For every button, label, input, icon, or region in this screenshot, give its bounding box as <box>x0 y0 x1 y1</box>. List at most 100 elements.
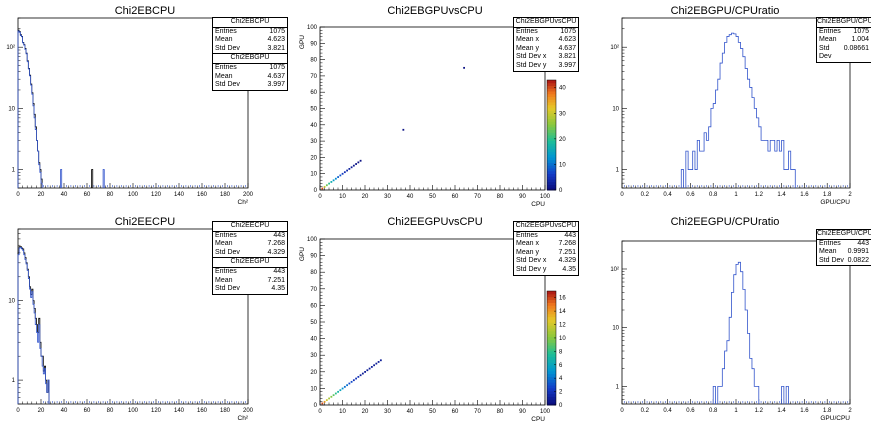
palette-segment <box>547 336 556 340</box>
palette-segment <box>547 345 556 349</box>
stats-key: Entries <box>819 27 841 35</box>
palette-segment <box>547 107 556 111</box>
y-tick-label: 40 <box>310 337 317 343</box>
heatmap-cell <box>355 377 357 380</box>
y-tick-label: 70 <box>310 287 317 293</box>
x-tick-label: 20 <box>38 192 45 198</box>
heatmap-cell <box>339 389 342 392</box>
palette-segment <box>547 99 556 103</box>
stats-value: 7.268 <box>267 240 285 248</box>
y-tick-label: 10 <box>8 106 15 112</box>
x-tick-label: 0 <box>318 409 322 415</box>
palette-segment <box>547 91 556 95</box>
y-tick-label: 30 <box>310 353 317 359</box>
x-tick-label: 90 <box>519 194 526 200</box>
x-tick-label: 140 <box>174 192 185 198</box>
stats-value: 4.329 <box>558 257 576 265</box>
x-tick-label: 80 <box>107 408 114 414</box>
palette-segment <box>547 308 556 312</box>
palette-segment <box>547 356 556 360</box>
stats-value: 0.0822 <box>847 256 869 264</box>
heatmap-cell <box>346 384 348 387</box>
stats-title: Chi2EBGPUvsCPU <box>514 18 578 28</box>
palette-segment <box>547 330 556 335</box>
heatmap-cell <box>332 179 335 182</box>
stats-key: Std Dev <box>215 285 240 293</box>
stats-title: Chi2EECPU <box>213 222 287 232</box>
heatmap-cell <box>352 164 355 167</box>
heatmap-cell <box>337 176 339 178</box>
palette-segment <box>547 359 556 363</box>
x-tick-label: 100 <box>128 408 139 414</box>
stats-row: Mean 0.9991 <box>817 248 871 257</box>
palette-tick-label: 30 <box>559 111 566 117</box>
y-tick-label: 1 <box>12 168 16 174</box>
x-tick-label: 1 <box>734 408 738 414</box>
stats-key: Entries <box>215 267 237 275</box>
stats-key: Std Dev <box>215 81 240 89</box>
stats-key: Std Dev <box>819 44 832 61</box>
stats-key: Std Dev y <box>516 265 547 273</box>
x-tick-label: 1.2 <box>755 408 764 414</box>
x-tick-label: 1.8 <box>823 192 832 198</box>
stats-key: Mean <box>215 72 233 80</box>
x-tick-label: 0.2 <box>641 192 650 198</box>
palette-segment <box>547 129 556 133</box>
palette-segment <box>547 85 556 89</box>
palette-segment <box>547 176 556 180</box>
palette-segment <box>547 387 556 392</box>
y-tick-label: 90 <box>310 41 317 47</box>
y-tick-label: 10 <box>612 106 619 112</box>
palette-tick-label: 0 <box>559 188 563 194</box>
stats-value: 443 <box>564 231 576 239</box>
palette-segment <box>547 293 556 298</box>
x-tick-label: 1.6 <box>800 192 809 198</box>
stats-box: Chi2EBGPUvsCPU Entries 1075 Mean x 4.623 Mean… <box>513 17 579 72</box>
palette-segment <box>547 102 556 106</box>
y-tick-label: 50 <box>310 107 317 113</box>
heatmap-cell <box>357 161 360 164</box>
stats-row: Entries 443 <box>213 268 287 277</box>
x-tick-label: 80 <box>497 409 504 415</box>
stats-row: Std Dev x 4.329 <box>514 257 578 266</box>
stats-key: Std Dev x <box>516 257 547 265</box>
stats-title: Chi2EBGPU/CPUratio <box>817 18 871 28</box>
palette-segment <box>547 115 556 119</box>
x-tick-label: 180 <box>220 408 231 414</box>
chart-title: Chi2EEGPUvsCPU <box>387 216 483 228</box>
heatmap-cell <box>350 166 353 169</box>
stats-row: Mean 4.623 <box>213 36 287 45</box>
palette-segment <box>547 402 556 406</box>
palette-segment <box>547 339 556 343</box>
stats-title: Chi2EEGPU/CPUratio <box>817 230 871 240</box>
y-tick-label: 1 <box>616 384 620 390</box>
x-tick-label: 0.8 <box>709 408 718 414</box>
stats-value: 1075 <box>269 63 285 71</box>
y-tick-label: 10² <box>610 45 619 51</box>
stats-key: Std Dev x <box>516 53 547 61</box>
palette-segment <box>547 319 556 323</box>
series-line-Chi2EBGPU/CPUratio <box>680 32 796 188</box>
heatmap-cell <box>337 390 339 393</box>
palette-segment <box>547 367 556 372</box>
palette-segment <box>547 399 556 403</box>
y-tick-label: 20 <box>310 370 317 376</box>
stats-row: Mean 4.637 <box>213 73 287 82</box>
palette-segment <box>547 124 556 128</box>
stats-row: Mean x 4.623 <box>514 36 578 45</box>
palette-tick-label: 40 <box>559 86 566 92</box>
x-tick-label: 10 <box>339 194 346 200</box>
heatmap-cell <box>359 159 362 162</box>
stats-value: 4.35 <box>562 265 576 273</box>
stats-row: Entries 443 <box>213 232 287 241</box>
palette-segment <box>547 322 556 326</box>
x-tick-label: 60 <box>452 409 459 415</box>
stats-row: Mean y 7.251 <box>514 249 578 258</box>
stats-row: Mean 7.251 <box>213 277 287 286</box>
heatmap-cell <box>321 402 324 405</box>
palette-segment <box>547 382 556 386</box>
stats-value: 4.637 <box>267 72 285 80</box>
stats-row: Std Dev 0.08661 <box>817 45 871 62</box>
